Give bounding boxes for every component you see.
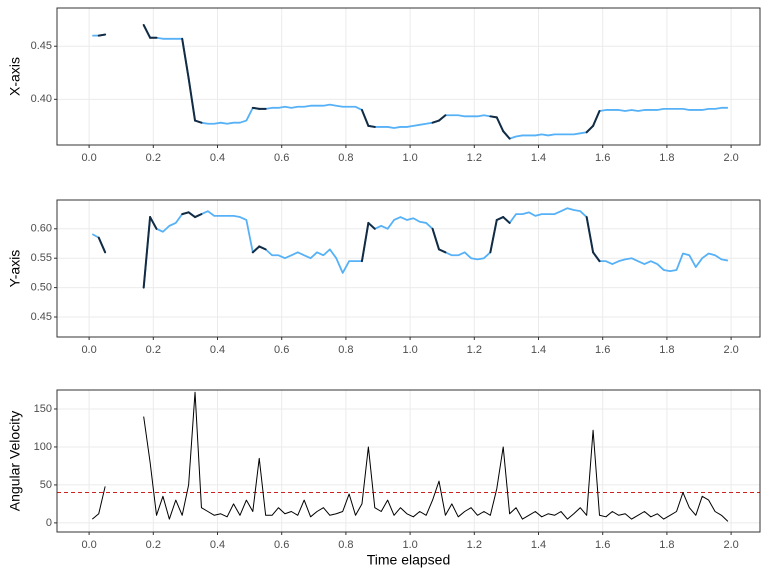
highlight-segment	[194, 213, 203, 219]
highlight-segment	[592, 110, 601, 127]
highlight-segment	[149, 216, 158, 230]
y-axis-title: Angular Velocity	[7, 411, 23, 511]
highlight-segment	[181, 37, 190, 80]
y-tick-label: 100	[34, 441, 52, 453]
x-tick-label: 1.8	[659, 344, 674, 356]
plot-background	[57, 200, 760, 337]
highlight-segment	[194, 119, 203, 124]
x-tick-label: 1.6	[595, 344, 610, 356]
highlight-segment	[489, 115, 498, 119]
highlight-segment	[367, 221, 376, 230]
highlight-segment	[431, 227, 440, 251]
x-tick-label: 1.8	[659, 539, 674, 551]
x-tick-label: 0.4	[210, 152, 225, 164]
x-tick-label: 0.0	[81, 539, 96, 551]
x-tick-label: 1.0	[402, 539, 417, 551]
x-tick-label: 0.6	[274, 539, 289, 551]
x-tick-label: 1.4	[531, 539, 546, 551]
highlight-segment	[181, 211, 190, 216]
highlight-segment	[142, 23, 152, 39]
highlight-segment	[187, 211, 197, 219]
x-tick-label: 0.4	[210, 344, 225, 356]
x-tick-label: 0.0	[81, 344, 96, 356]
x-tick-label: 0.2	[146, 152, 161, 164]
x-tick-label: 1.4	[531, 152, 546, 164]
highlight-segment	[258, 245, 267, 251]
y-tick-label: 0.40	[31, 93, 52, 105]
y-axis-title: Y-axis	[7, 250, 23, 288]
highlight-segment	[585, 216, 595, 254]
highlight-segment	[251, 106, 261, 110]
highlight-segment	[97, 236, 107, 254]
highlight-segment	[585, 124, 595, 134]
panel-border	[56, 7, 761, 146]
highlight-segment	[495, 216, 505, 221]
x-tick-label: 0.8	[338, 344, 353, 356]
x-tick-label: 0.2	[146, 344, 161, 356]
x-tick-label: 0.8	[338, 152, 353, 164]
x-tick-label: 1.2	[467, 344, 482, 356]
highlight-segment	[431, 119, 440, 124]
x-tick-label: 1.6	[595, 539, 610, 551]
highlight-segment	[187, 77, 197, 122]
x-tick-label: 0.6	[274, 152, 289, 164]
y-axis-title: X-axis	[7, 57, 23, 96]
x-tick-label: 0.8	[338, 539, 353, 551]
highlight-segment	[592, 251, 601, 263]
highlight-segment	[437, 114, 447, 122]
highlight-segment	[251, 245, 261, 254]
x-tick-label: 1.2	[467, 152, 482, 164]
x-tick-label: 1.0	[402, 152, 417, 164]
highlight-segment	[502, 130, 511, 140]
x-tick-label: 2.0	[723, 539, 738, 551]
x-tick-label: 1.0	[402, 344, 417, 356]
panel-border	[56, 389, 761, 533]
y-tick-label: 50	[40, 479, 52, 491]
x-tick-label: 0.6	[274, 344, 289, 356]
data-line	[91, 486, 106, 520]
highlight-segment	[489, 218, 498, 254]
y-tick-label: 0.60	[31, 223, 52, 235]
y-tick-label: 150	[34, 403, 52, 415]
x-tick-label: 1.2	[467, 539, 482, 551]
highlight-segment	[495, 116, 505, 133]
panel-border	[56, 199, 761, 338]
highlight-segment	[502, 216, 511, 224]
plot-background	[57, 8, 760, 145]
highlight-segment	[367, 124, 376, 128]
highlight-segment	[142, 216, 152, 289]
x-tick-label: 2.0	[723, 344, 738, 356]
x-tick-label: 1.6	[595, 152, 610, 164]
x-tick-label: 1.8	[659, 152, 674, 164]
data-line	[143, 391, 729, 522]
highlight-segment	[360, 221, 370, 263]
highlight-segment	[97, 33, 107, 37]
y-tick-label: 0.50	[31, 282, 52, 294]
y-tick-label: 0	[46, 517, 52, 529]
plot-background	[57, 390, 760, 532]
x-tick-label: 0.0	[81, 152, 96, 164]
x-tick-label: 0.2	[146, 539, 161, 551]
x-tick-label: 2.0	[723, 152, 738, 164]
x-tick-label: 1.4	[531, 344, 546, 356]
y-tick-label: 0.55	[31, 252, 52, 264]
y-tick-label: 0.45	[31, 40, 52, 52]
x-axis-title: Time elapsed	[367, 552, 451, 568]
x-tick-label: 0.4	[210, 539, 225, 551]
y-tick-label: 0.45	[31, 311, 52, 323]
highlight-segment	[437, 248, 447, 254]
highlight-segment	[360, 108, 370, 127]
